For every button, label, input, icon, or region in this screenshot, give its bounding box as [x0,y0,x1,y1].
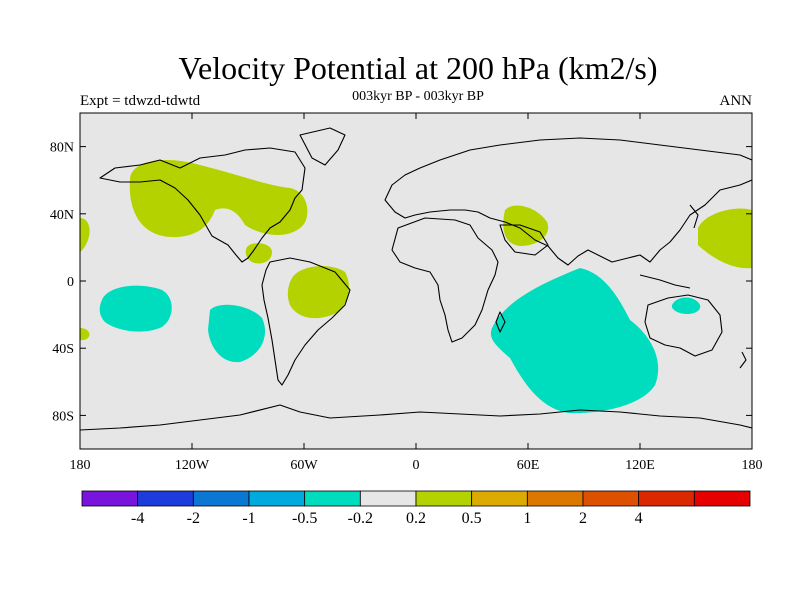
lon-tick-label: 120W [175,458,210,473]
coastline-eurasia [384,137,752,266]
positive-region-dateline-south [80,328,90,341]
lat-tick-label: 40S [52,342,74,357]
lat-tick-label: 0 [67,275,74,290]
coastline-greenland [299,127,346,166]
colorbar-swatch [248,490,306,507]
negative-region-east-pacific [99,285,172,332]
positive-region-arabia [503,205,549,246]
colorbar-label: -2 [187,510,200,527]
positive-region-west-pacific [698,208,752,269]
colorbar-label: 4 [635,510,643,527]
negative-anomaly-regions [99,268,701,414]
colorbar-swatch [582,490,640,507]
coastlines [80,127,752,431]
colorbar-label: -1 [242,510,255,527]
lat-tick-label: 40N [50,208,74,223]
season-label: ANN [719,93,753,109]
coastline-south-america [261,257,351,386]
lon-tick-label: 60E [517,458,540,473]
colorbar-swatch [359,490,417,507]
lat-tick-label: 80N [50,141,74,156]
negative-region-southeast-pacific [208,304,266,363]
lon-tick-label: 180 [742,458,763,473]
lat-tick-label: 80S [52,409,74,424]
longitude-axis: 180 120W 60W 0 60E 120E 180 [70,113,763,473]
positive-region-dateline-north [80,218,90,252]
lon-tick-label: 0 [413,458,420,473]
latitude-axis: 80N 40N 0 40S 80S [50,141,752,424]
colorbar-label: 1 [523,510,531,527]
lon-tick-label: 60W [290,458,318,473]
colorbar-swatch [415,490,473,507]
chart-title: Velocity Potential at 200 hPa (km2/s) [178,50,658,86]
negative-region-indian-ocean [490,268,659,414]
colorbar-label: 0.5 [462,510,482,527]
positive-region-south-america [287,266,350,319]
colorbar-swatch [81,490,139,507]
coastline-new-zealand [739,351,747,369]
colorbar-label: -0.5 [292,510,317,527]
colorbar-swatch [693,490,751,507]
colorbar-swatch [526,490,584,507]
colorbar-swatch [192,490,250,507]
colorbar-swatch [137,490,194,507]
colorbar-swatch [638,490,695,507]
coastline-australia [644,294,723,357]
experiment-label: Expt = tdwzd-tdwtd [80,93,201,109]
colorbar-labels: -4 -2 -1 -0.5 -0.2 0.2 0.5 1 2 4 [131,510,643,527]
lon-tick-label: 120E [625,458,655,473]
colorbar-label: -4 [131,510,144,527]
colorbar-label: 2 [579,510,587,527]
coastline-north-america [99,147,306,263]
coastline-madagascar [495,311,506,333]
positive-region-caribbean [245,243,272,264]
positive-anomaly-regions [80,160,752,341]
coastline-africa [391,217,499,343]
coastline-arabia [499,224,549,256]
lon-tick-label: 180 [70,458,91,473]
coastline-antarctica [80,404,752,431]
coastline-indonesia [639,274,691,289]
negative-region-maritime-continent [671,297,701,315]
chart-subtitle: 003kyr BP - 003kyr BP [352,89,484,104]
colorbar-swatch [471,490,528,507]
colorbar-swatch [304,490,361,507]
colorbar [81,490,751,507]
coastline-japan [689,204,699,229]
colorbar-label: -0.2 [348,510,373,527]
positive-region-north-america [129,160,308,238]
colorbar-label: 0.2 [406,510,426,527]
